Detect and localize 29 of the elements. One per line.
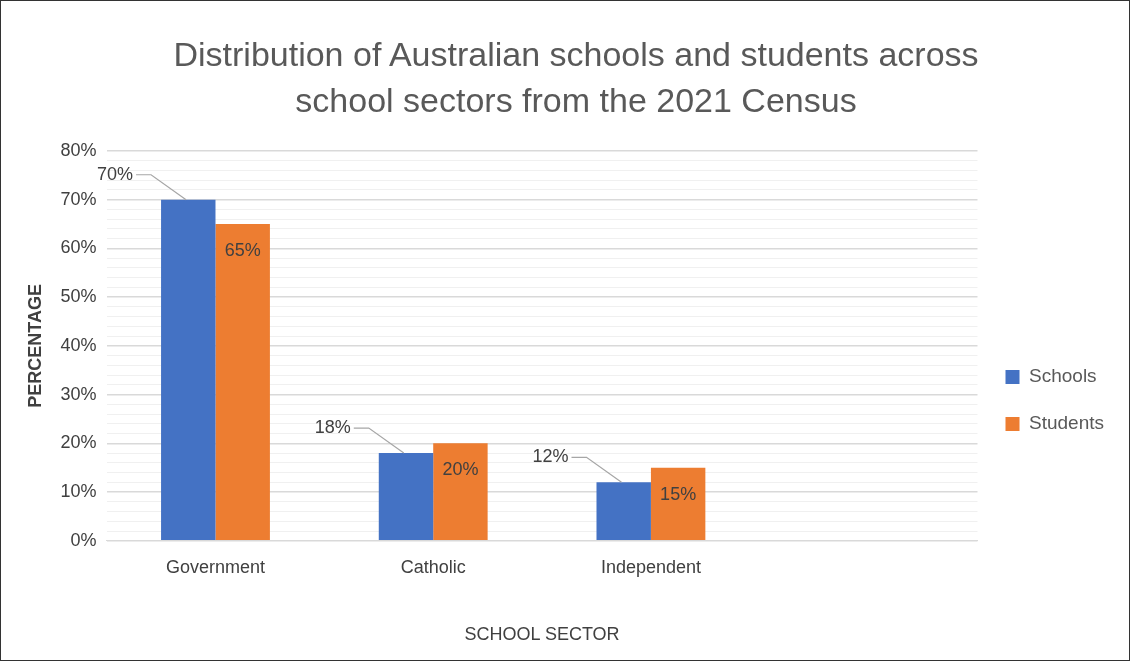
y-tick-label: 40% xyxy=(60,334,97,355)
bar xyxy=(215,224,270,541)
y-axis-title: PERCENTAGE xyxy=(24,284,45,408)
bar xyxy=(596,482,651,541)
chart-title: Distribution of Australian schools and students across school sectors from the 2021 Census xyxy=(172,34,980,121)
y-tick-label: 50% xyxy=(60,286,97,307)
bar xyxy=(433,443,488,541)
bar xyxy=(378,453,434,541)
data-label: 18% xyxy=(314,417,351,438)
y-tick-label: 30% xyxy=(60,383,97,404)
legend-label: Schools xyxy=(1029,365,1097,387)
data-label: 65% xyxy=(224,240,261,261)
y-tick-label: 80% xyxy=(60,139,97,160)
data-label: 15% xyxy=(660,483,697,504)
x-tick-label: Government xyxy=(165,556,266,577)
data-label: 70% xyxy=(97,163,134,184)
data-label: 12% xyxy=(532,446,569,467)
y-tick-label: 0% xyxy=(70,529,97,550)
y-tick-label: 70% xyxy=(60,188,97,209)
y-tick-label: 10% xyxy=(60,481,97,502)
bar xyxy=(650,467,706,541)
x-tick-label: Independent xyxy=(600,556,701,577)
legend-label: Students xyxy=(1029,412,1104,434)
x-tick-label: Catholic xyxy=(400,556,466,577)
bar xyxy=(161,199,216,541)
x-axis-title: SCHOOL SECTOR xyxy=(464,624,620,645)
data-label: 20% xyxy=(442,459,479,480)
y-tick-label: 20% xyxy=(60,432,97,453)
y-tick-label: 60% xyxy=(60,237,97,258)
